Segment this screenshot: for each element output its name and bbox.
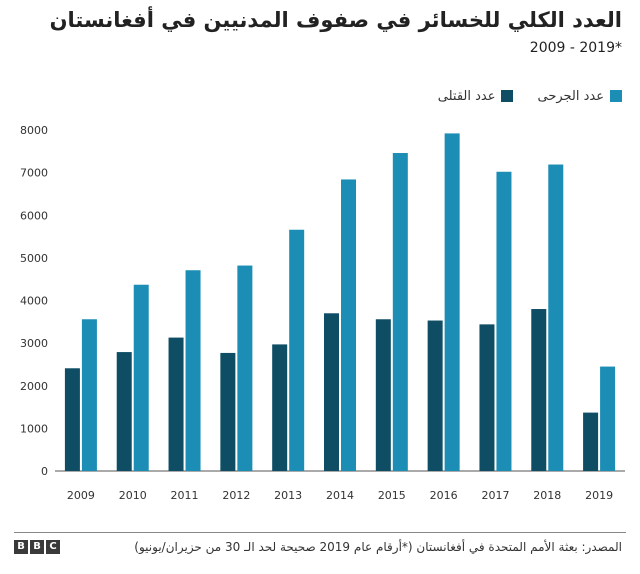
x-tick-label: 2012 xyxy=(222,489,250,502)
bar-killed xyxy=(220,352,236,471)
bar-killed xyxy=(64,368,80,471)
legend-label-killed: عدد القتلى xyxy=(437,88,496,104)
bar-injured xyxy=(548,164,564,471)
bbc-logo-letter: B xyxy=(30,540,44,554)
legend-item-injured: عدد الجرحى xyxy=(537,89,622,104)
x-tick-label: 2010 xyxy=(119,489,147,502)
bar-injured xyxy=(496,171,512,471)
bbc-logo-letter: B xyxy=(14,540,28,554)
bar-chart: 0 1000 2000 3000 4000 5000 6000 7000 8000 2009 201… xyxy=(20,124,625,502)
chart-subtitle: 2009 - 2019* xyxy=(529,40,622,56)
bar-injured xyxy=(289,229,305,471)
x-tick-label: 2019 xyxy=(585,489,613,502)
bar-injured xyxy=(185,270,201,471)
legend: عدد الجرحى عدد القتلى xyxy=(438,86,622,106)
y-tick-label: 4000 xyxy=(20,295,48,308)
y-tick-label: 3000 xyxy=(20,337,48,350)
legend-label-injured: عدد الجرحى xyxy=(537,88,604,104)
x-tick-label: 2018 xyxy=(533,489,561,502)
y-tick-label: 7000 xyxy=(20,167,48,180)
footer-divider xyxy=(14,532,626,533)
y-tick-label: 6000 xyxy=(20,209,48,222)
bar-killed xyxy=(427,320,443,471)
x-tick-label: 2011 xyxy=(171,489,199,502)
bar-killed xyxy=(531,309,547,471)
legend-swatch-killed xyxy=(501,90,514,102)
bar-injured xyxy=(600,366,616,471)
chart-title: العدد الكلي للخسائر في صفوف المدنيين في … xyxy=(49,8,622,32)
bar-killed xyxy=(116,352,132,471)
bar-killed xyxy=(583,412,599,471)
y-tick-label: 0 xyxy=(41,465,48,478)
y-tick-label: 1000 xyxy=(20,422,48,435)
bbc-logo: B B C xyxy=(14,540,60,554)
bar-killed xyxy=(479,324,495,471)
bbc-logo-letter: C xyxy=(46,540,60,554)
bar-injured xyxy=(341,179,356,471)
bar-killed xyxy=(324,313,339,471)
bar-injured xyxy=(81,319,97,471)
bar-injured xyxy=(237,265,253,471)
source-note: المصدر: بعثة الأمم المتحدة في أفغانستان … xyxy=(134,540,622,554)
y-tick-label: 8000 xyxy=(20,124,48,137)
x-tick-label: 2009 xyxy=(67,489,95,502)
bar-injured xyxy=(392,153,408,471)
x-tick-label: 2017 xyxy=(481,489,509,502)
x-tick-label: 2015 xyxy=(378,489,406,502)
x-tick-label: 2013 xyxy=(274,489,302,502)
y-tick-label: 2000 xyxy=(20,380,48,393)
bar-injured xyxy=(444,133,460,471)
legend-swatch-injured xyxy=(610,90,622,102)
y-tick-label: 5000 xyxy=(20,252,48,265)
bar-injured xyxy=(133,284,149,471)
bar-killed xyxy=(375,319,391,471)
legend-item-killed: عدد القتلى xyxy=(438,89,514,104)
x-tick-label: 2014 xyxy=(326,489,354,502)
bar-killed xyxy=(168,337,184,471)
x-tick-label: 2016 xyxy=(430,489,458,502)
bar-killed xyxy=(272,344,288,471)
